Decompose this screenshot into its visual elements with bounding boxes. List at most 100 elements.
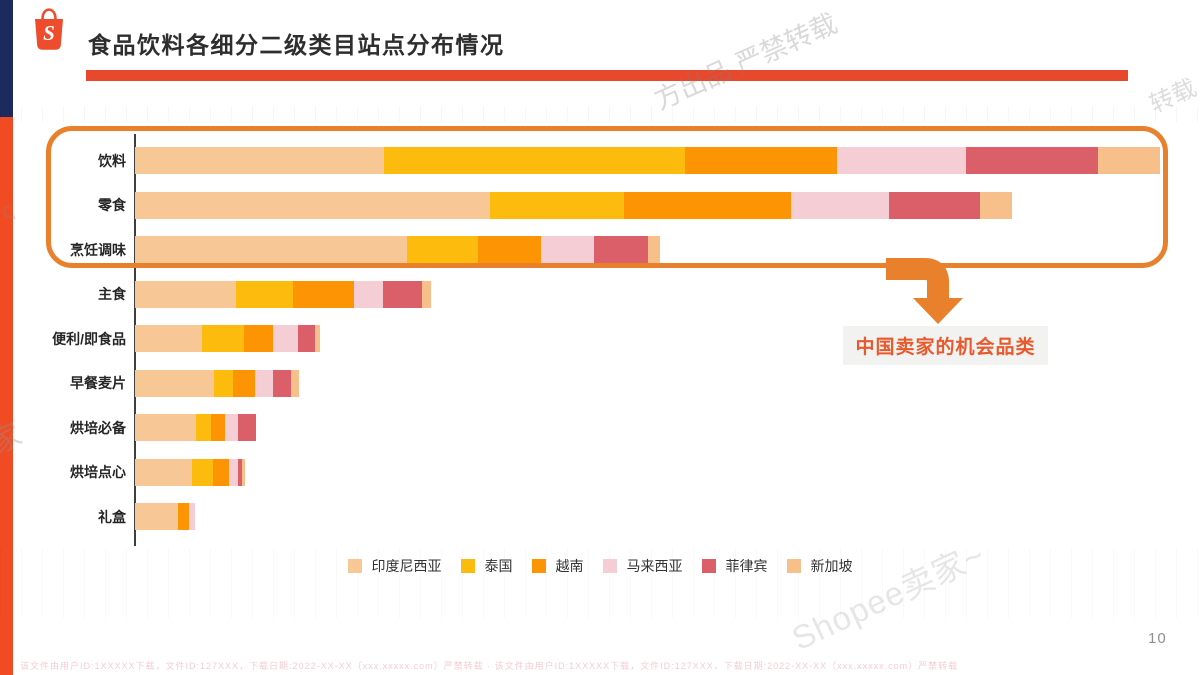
legend-swatch-icon [786,559,801,573]
bar-stack [135,236,660,263]
category-label: 饮料 [98,152,126,169]
legend-item: 越南 [531,556,584,576]
bar-stack [135,325,320,352]
bar-segment [791,191,889,219]
bar-segment [135,414,196,441]
bar-segment [202,325,244,352]
shopee-bag-icon: S [30,6,68,52]
bar-stack [135,280,431,308]
title-underline [86,70,1128,81]
bar-segment [541,236,594,263]
bar-stack [135,369,299,397]
bar-segment [291,369,299,397]
bar-segment [242,458,245,486]
bar-segment [255,369,273,397]
annotation-callout: 中国卖家的机会品类 [843,326,1048,365]
bar-segment [422,280,431,308]
chart-row: 早餐麦片 [0,369,299,397]
bar-segment [178,503,189,530]
bar-segment [594,236,648,263]
bar-segment [236,280,293,308]
watermark-bottom-line: ：该文件由用户ID:1XXXXX下载，文件ID:127XXX，下载日期:2022… [10,661,959,671]
bar-segment [135,369,214,397]
bar-segment [192,458,213,486]
watermark-near-title: 方出品 严禁转载 [649,8,842,116]
bar-segment [383,280,422,308]
category-label: 烘培点心 [70,464,126,480]
left-orange-strip [0,117,13,675]
bar-segment [135,236,407,263]
legend-label: 越南 [555,558,584,574]
highlight-box [46,126,1168,268]
stacked-bar-chart: 饮料零食烹饪调味主食便利/即食品早餐麦片烘培必备烘培点心礼盒 [0,147,1200,547]
chart-row: 烹饪调味 [0,236,660,263]
bar-segment [135,280,236,308]
page-number: 10 [1148,630,1167,647]
bar-segment [196,414,211,441]
legend-label: 菲律宾 [725,558,768,574]
bar-segment [225,414,238,441]
bar-segment [837,147,966,174]
texture-band-bottom [0,548,1200,618]
bar-segment [238,458,242,486]
bar-segment [980,191,1012,219]
bar-segment [135,503,178,530]
bar-segment [293,280,354,308]
bar-segment [490,191,624,219]
legend-item: 马来西亚 [602,556,683,576]
bar-segment [238,414,256,441]
left-navy-strip [0,0,13,117]
bar-segment [189,503,195,530]
chart-row: 礼盒 [0,503,195,530]
legend-label: 新加坡 [810,558,853,574]
bar-stack [135,147,1160,174]
category-label: 主食 [98,286,126,302]
chart-row: 饮料 [0,147,1160,174]
bar-segment [211,414,225,441]
bar-stack [135,191,1012,219]
legend-label: 印度尼西亚 [371,558,442,574]
legend-item: 泰国 [460,556,513,576]
bar-segment [384,147,685,174]
bar-segment [244,325,273,352]
bar-segment [889,191,980,219]
svg-text:S: S [43,21,55,45]
bar-segment [315,325,320,352]
chart-row: 零食 [0,191,1012,219]
legend-swatch-icon [602,559,617,573]
category-label: 烘培必备 [70,419,126,436]
legend-item: 新加坡 [786,556,853,576]
bar-segment [478,236,541,263]
bar-segment [229,458,238,486]
arrow-down-icon [868,248,980,330]
bar-segment [648,236,660,263]
category-label: 便利/即食品 [52,330,126,347]
bar-segment [966,147,1098,174]
chart-row: 便利/即食品 [0,325,320,352]
legend-swatch-icon [460,559,475,573]
legend-label: 马来西亚 [626,558,683,574]
bar-segment [273,369,291,397]
category-label: 早餐麦片 [70,375,126,391]
legend-item: 菲律宾 [701,556,768,576]
legend-label: 泰国 [484,558,513,574]
chart-row: 主食 [0,280,431,308]
category-label: 礼盒 [98,508,126,525]
bar-segment [135,325,202,352]
bar-segment [135,191,490,219]
legend-swatch-icon [701,559,716,573]
chart-row: 烘培点心 [0,458,245,486]
bar-segment [298,325,315,352]
bar-stack [135,458,245,486]
texture-band-top [0,106,1200,122]
bar-segment [273,325,298,352]
bar-segment [135,458,192,486]
bar-segment [624,191,791,219]
chart-row: 烘培必备 [0,414,256,441]
bar-segment [685,147,837,174]
bar-segment [135,147,384,174]
bar-stack [135,414,256,441]
bar-segment [233,369,255,397]
category-label: 零食 [98,197,126,213]
bar-segment [214,369,233,397]
